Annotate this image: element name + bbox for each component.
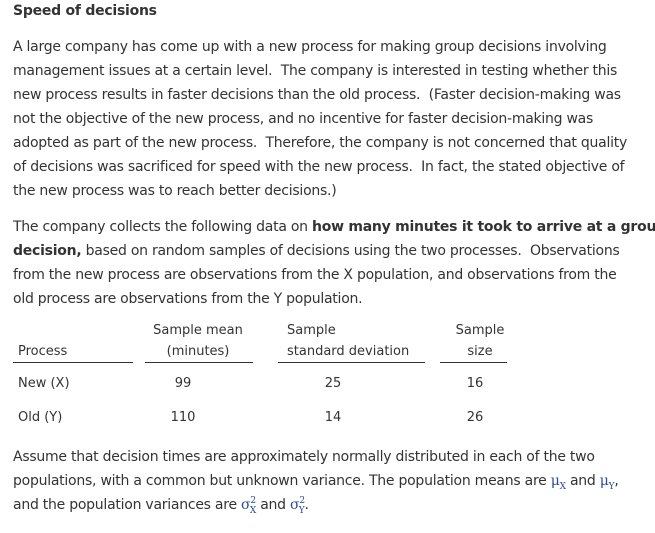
text-line: populations, with a common but unknown v…: [13, 473, 619, 492]
text-line: not the objective of the new process, an…: [13, 111, 594, 127]
text: ,: [614, 473, 619, 489]
column-header: standard deviation: [287, 344, 410, 359]
column-header: Sample: [455, 323, 505, 338]
text-line: management issues at a certain level. Th…: [13, 63, 618, 79]
subscript: X: [559, 481, 566, 492]
text-line: new process results in faster decisions …: [13, 87, 621, 103]
text: The company collects the following data …: [13, 219, 312, 235]
subscript: Y: [298, 505, 305, 516]
text: old process are observations from the Y …: [13, 291, 363, 307]
symbol-base: μ: [550, 473, 560, 489]
math-symbol: σ2Y: [290, 496, 305, 516]
text: based on random samples of decisions usi…: [81, 243, 620, 259]
table-cell: 110: [170, 410, 196, 425]
column-header: Sample mean: [153, 323, 243, 338]
text-line: Assume that decision times are approxima…: [13, 449, 595, 465]
superscript: 2: [250, 496, 256, 507]
header-rule: [13, 362, 133, 363]
text-line: the new process was to reach better deci…: [13, 183, 337, 199]
text: from the new process are observations fr…: [13, 267, 617, 283]
table-cell: 14: [324, 410, 342, 425]
math-symbol: μY: [599, 473, 615, 492]
symbol-base: σ: [290, 497, 300, 513]
text-line: A large company has come up with a new p…: [13, 39, 607, 55]
header-rule: [278, 362, 425, 363]
table-cell: 26: [466, 410, 484, 425]
header-rule: [145, 362, 253, 363]
title: Speed of decisions: [13, 3, 157, 19]
subscript: Y: [608, 481, 615, 492]
table-cell: 99: [174, 376, 192, 391]
math-symbol: σ2X: [241, 496, 256, 516]
table-cell: Old (Y): [18, 410, 63, 425]
column-header: Sample: [287, 323, 336, 338]
text: and: [256, 497, 290, 513]
column-header: Process: [18, 344, 68, 359]
text-line: The company collects the following data …: [13, 218, 655, 236]
header-rule: [440, 362, 507, 363]
table-cell: 25: [324, 376, 342, 391]
text-line: adopted as part of the new process. Ther…: [13, 135, 628, 151]
table-cell: 16: [466, 376, 484, 391]
text-line: of decisions was sacrificed for speed wi…: [13, 159, 625, 175]
symbol-base: σ: [241, 497, 251, 513]
text-line: old process are observations from the Y …: [13, 290, 363, 308]
superscript: 2: [299, 496, 305, 507]
column-header: size: [467, 344, 493, 359]
bold-text: how many minutes it took to arrive at a …: [312, 219, 655, 235]
table-cell: New (X): [18, 376, 70, 391]
column-header: (minutes): [166, 344, 230, 359]
text: and: [565, 473, 600, 489]
text-line: and the population variances are σ2X and…: [13, 496, 309, 516]
text-line: decision, based on random samples of dec…: [13, 242, 620, 260]
text-line: from the new process are observations fr…: [13, 266, 617, 284]
bold-text: decision,: [13, 243, 82, 259]
text: .: [304, 497, 309, 513]
symbol-base: μ: [599, 473, 609, 489]
subscript: X: [249, 505, 256, 516]
math-symbol: μX: [550, 473, 566, 492]
